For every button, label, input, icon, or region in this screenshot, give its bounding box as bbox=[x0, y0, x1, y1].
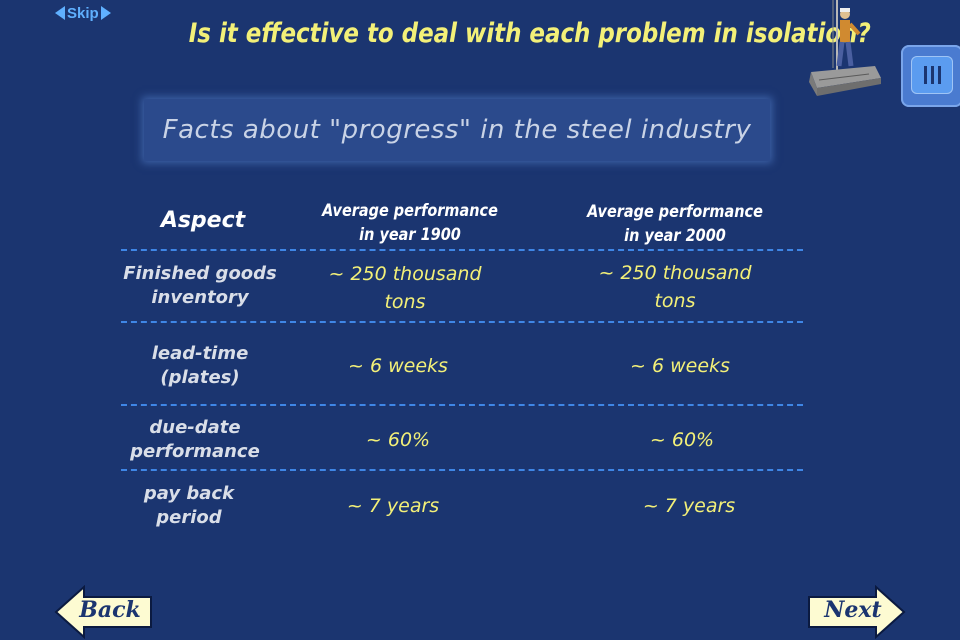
menu-button[interactable] bbox=[901, 45, 960, 107]
next-label: Next bbox=[824, 597, 882, 623]
row-leadtime-2000: ~ 6 weeks bbox=[630, 355, 730, 377]
back-arrow-icon bbox=[54, 585, 152, 639]
header-aspect: Aspect bbox=[160, 208, 246, 233]
header-year-2000: Average performance in year 2000 bbox=[587, 202, 763, 246]
next-button[interactable]: Next bbox=[806, 585, 906, 639]
row-payback-aspect: pay back period bbox=[143, 483, 235, 528]
row-inventory-1900: ~ 250 thousand tons bbox=[328, 263, 482, 313]
subtitle: Facts about "progress" in the steel indu… bbox=[162, 115, 752, 145]
skip-right-arrow-icon bbox=[100, 6, 111, 20]
menu-icon bbox=[911, 56, 953, 94]
row-payback-2000: ~ 7 years bbox=[642, 495, 736, 517]
divider bbox=[121, 469, 803, 471]
row-inventory-aspect: Finished goods inventory bbox=[123, 263, 277, 308]
skip-button[interactable]: Skip bbox=[55, 3, 111, 23]
row-duedate-1900: ~ 60% bbox=[365, 429, 431, 451]
row-leadtime-1900: ~ 6 weeks bbox=[348, 355, 448, 377]
divider bbox=[121, 321, 803, 323]
row-inventory-2000: ~ 250 thousand tons bbox=[598, 262, 752, 312]
steel-worker-illustration bbox=[809, 0, 881, 96]
next-arrow-icon bbox=[808, 585, 906, 639]
divider bbox=[121, 249, 803, 251]
skip-left-arrow-icon bbox=[55, 6, 65, 20]
row-duedate-aspect: due-date performance bbox=[130, 417, 260, 462]
page-title: Is it effective to deal with each proble… bbox=[188, 18, 871, 49]
skip-label: Skip bbox=[67, 4, 99, 22]
divider bbox=[121, 404, 803, 406]
subtitle-panel: Facts about "progress" in the steel indu… bbox=[144, 99, 770, 161]
back-label: Back bbox=[79, 597, 141, 623]
row-payback-1900: ~ 7 years bbox=[346, 495, 440, 517]
back-button[interactable]: Back bbox=[54, 585, 154, 639]
row-leadtime-aspect: lead-time (plates) bbox=[151, 343, 249, 388]
row-duedate-2000: ~ 60% bbox=[649, 429, 715, 451]
header-year-1900: Average performance in year 1900 bbox=[322, 201, 498, 245]
